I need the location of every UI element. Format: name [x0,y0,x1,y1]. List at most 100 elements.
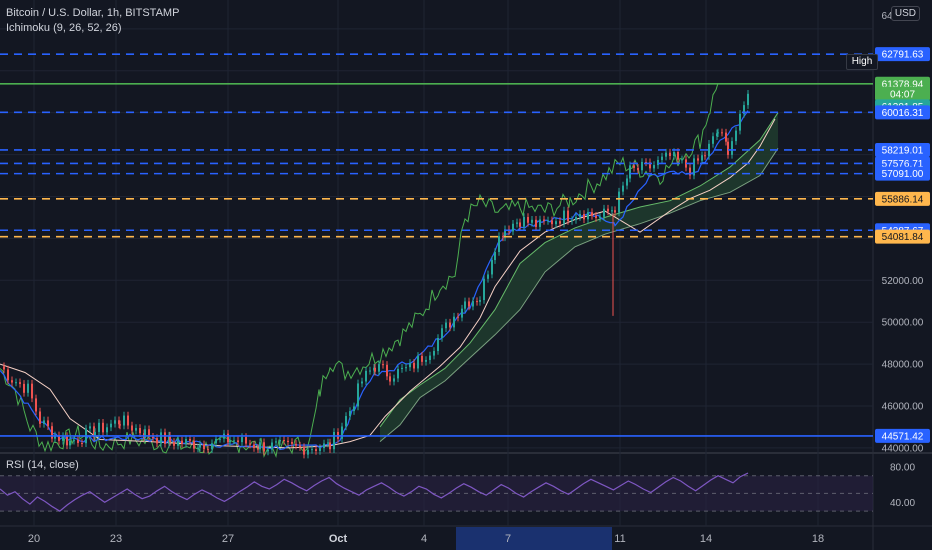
ichimoku-legend[interactable]: Ichimoku (9, 26, 52, 26) [6,22,122,34]
candle-body [369,370,371,372]
candle-body [547,220,549,222]
candle [657,156,659,169]
candle-body [457,316,459,318]
candle [421,352,423,366]
price-level-label[interactable]: 55886.14 [875,191,930,206]
candle-body [257,448,259,450]
candle [15,378,17,387]
candle-body [725,132,727,142]
candle-body [287,440,289,442]
candle-body [739,113,741,131]
candle [681,155,683,164]
candle-body [614,210,616,213]
y-tick-label: 50000.00 [882,318,924,329]
candle-body [735,130,737,142]
candle [31,379,33,403]
price-level-value: 61378.94 [882,79,924,90]
rsi-legend[interactable]: RSI (14, close) [6,459,79,471]
price-level-badge [875,47,930,62]
candle-body [93,426,95,438]
candle [58,431,60,445]
price-level-label[interactable]: 44571.42 [875,428,930,443]
x-tick-label: 11 [614,533,625,545]
candle [491,256,493,279]
candle-body [461,308,463,318]
candle [445,318,447,333]
candle [227,429,229,447]
candle [229,436,231,447]
candle [697,154,699,165]
candle [483,275,485,304]
price-axis[interactable]: 62791.6361431.0061378.9404:0761301.85600… [875,11,930,509]
candle-body [429,355,431,360]
candle [397,365,399,383]
candle-body [11,380,13,383]
candle-body [555,221,557,225]
candle-body [259,442,261,450]
candle-body [595,215,597,218]
candle [102,419,104,437]
candle [23,380,25,397]
candle [275,437,277,447]
candle [323,439,325,452]
candle [378,360,380,376]
price-level-label[interactable]: 04:07 [875,86,930,101]
candle [62,432,64,445]
candle-body [245,437,247,444]
candle [47,416,49,430]
candle-body [353,406,355,412]
candle [127,411,129,430]
candle [622,181,624,196]
candle-body [263,442,265,452]
candle-body [445,322,447,329]
candle-body [135,428,137,431]
candle [307,446,309,459]
time-axis[interactable]: 20 23 27 Oct 4 7 11 14 18 [28,527,824,550]
candle [327,438,329,448]
candle [118,416,120,429]
symbol-title[interactable]: Bitcoin / U.S. Dollar, 1h, BITSTAMP [6,7,180,19]
candle-body [421,355,423,362]
candle [333,428,335,454]
candle [555,217,557,228]
candle-body [319,448,321,451]
rsi-pane [0,472,873,512]
candle [257,444,259,454]
candle [98,419,100,436]
candle [110,419,112,432]
candle [504,225,506,242]
price-level-label[interactable]: 62791.63 [875,47,930,62]
price-level-label[interactable]: 57091.00 [875,166,930,181]
candle-body [185,438,187,444]
candle [543,215,545,225]
candle-body [401,367,403,370]
candle-body [51,426,53,439]
candle [618,187,620,217]
candle [599,213,601,222]
candle [591,208,593,220]
candle [207,445,209,454]
candle-body [487,274,489,279]
candle-body [649,162,651,169]
candle-body [119,424,121,426]
candle-body [152,436,154,439]
candle-body [551,220,553,225]
price-level-label[interactable]: 58219.01 [875,142,930,157]
candle [461,304,463,322]
candle [437,334,439,355]
price-level-label[interactable]: 54081.84 [875,229,930,244]
candle-body [472,301,474,307]
currency-button[interactable]: USD [890,6,920,21]
candle [345,412,347,431]
price-level-label[interactable]: 60016.31 [875,105,930,120]
candle-body [704,155,706,157]
candle [7,365,9,384]
candle [267,445,269,456]
candle-body [77,440,79,444]
candle [51,422,53,443]
candle [123,411,125,430]
candle-body [717,132,719,134]
candle [263,438,265,456]
candle [152,432,154,442]
